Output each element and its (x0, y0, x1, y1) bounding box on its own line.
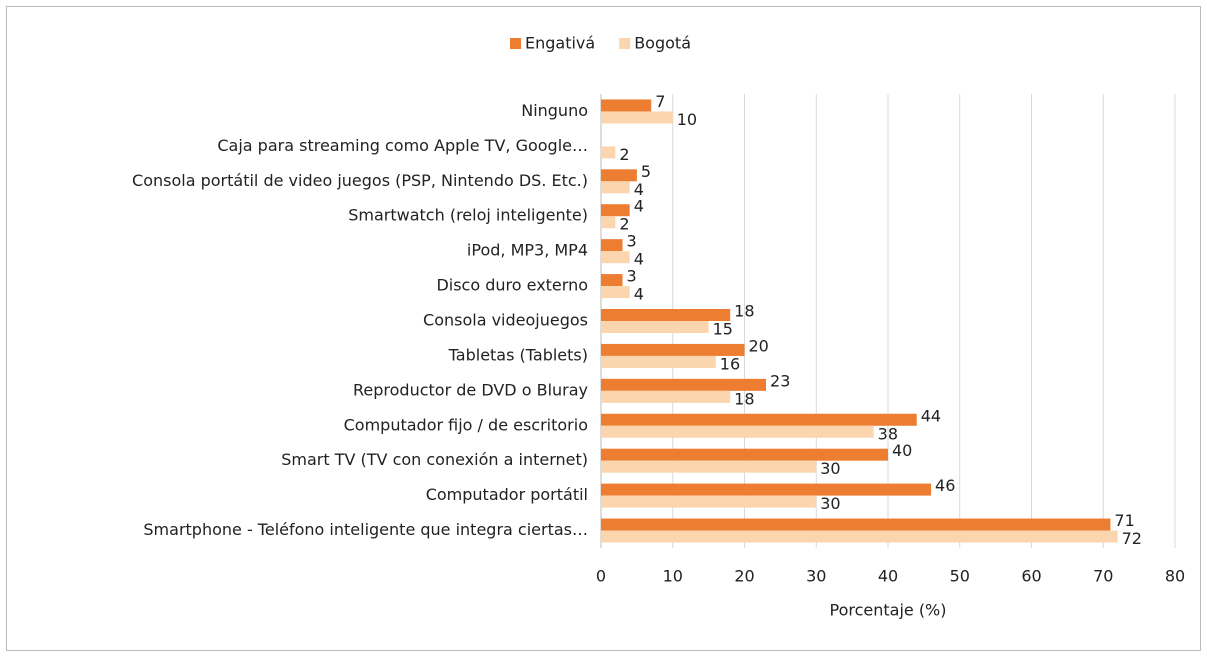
y-tick-label: Smartwatch (reloj inteligente) (348, 206, 588, 225)
bar (601, 169, 637, 182)
bar (601, 99, 652, 112)
data-label: 4 (634, 250, 644, 269)
bar (601, 390, 731, 403)
x-tick-label: 70 (1093, 567, 1113, 586)
legend-swatch (619, 38, 631, 49)
data-label: 4 (634, 197, 644, 216)
x-axis-title: Porcentaje (%) (829, 601, 946, 620)
y-tick-label: Consola videojuegos (423, 311, 588, 330)
bar (601, 181, 630, 194)
bar (601, 321, 709, 333)
data-label: 4 (634, 180, 644, 199)
data-label: 44 (921, 406, 941, 425)
legend-swatch (510, 38, 521, 49)
y-tick-label: iPod, MP3, MP4 (467, 241, 588, 260)
bar (601, 239, 623, 252)
bar (601, 518, 1111, 531)
data-label: 16 (720, 354, 740, 373)
bar (601, 216, 616, 229)
data-label: 15 (713, 320, 733, 339)
y-tick-label: Smart TV (TV con conexión a internet) (281, 450, 588, 469)
data-label: 10 (677, 110, 697, 129)
bar (601, 251, 630, 264)
data-label: 2 (619, 145, 629, 164)
bar (601, 146, 616, 159)
data-label: 30 (820, 459, 840, 478)
y-tick-label: Smartphone - Teléfono inteligente que in… (143, 520, 588, 539)
data-label: 5 (641, 162, 651, 181)
bar (601, 111, 673, 124)
data-label: 18 (734, 302, 754, 321)
bar (601, 495, 817, 508)
bar (601, 413, 917, 426)
data-label: 4 (634, 285, 644, 304)
x-tick-label: 60 (1021, 567, 1041, 586)
bar (601, 530, 1118, 543)
data-label: 3 (627, 267, 637, 286)
data-label: 23 (770, 371, 790, 390)
data-label: 40 (892, 441, 912, 460)
data-label: 18 (734, 389, 754, 408)
data-label: 30 (820, 494, 840, 513)
y-tick-label: Tabletas (Tablets) (448, 345, 588, 364)
data-label: 38 (878, 424, 898, 443)
y-tick-label: Caja para streaming como Apple TV, Googl… (217, 136, 588, 155)
y-tick-label: Disco duro externo (436, 276, 588, 295)
bar (601, 204, 630, 217)
y-tick-label: Computador fijo / de escritorio (344, 415, 588, 434)
bar (601, 355, 716, 368)
legend-label: Engativá (525, 34, 595, 53)
data-label: 20 (749, 336, 769, 355)
y-tick-label: Computador portátil (426, 485, 588, 504)
y-tick-label: Reproductor de DVD o Bluray (353, 380, 588, 399)
x-tick-label: 30 (806, 567, 826, 586)
bar (601, 274, 623, 287)
bar (601, 286, 630, 299)
x-tick-label: 20 (734, 567, 754, 586)
x-tick-label: 10 (663, 567, 683, 586)
data-label: 3 (627, 232, 637, 251)
y-tick-label: Ninguno (521, 101, 588, 120)
bar (601, 483, 932, 496)
bar (601, 448, 888, 461)
x-tick-label: 0 (596, 567, 606, 586)
data-label: 2 (619, 215, 629, 234)
x-tick-label: 50 (950, 567, 970, 586)
bar (601, 460, 817, 473)
legend-label: Bogotá (634, 34, 691, 53)
x-tick-label: 80 (1165, 567, 1185, 586)
x-tick-label: 40 (878, 567, 898, 586)
data-label: 71 (1114, 511, 1134, 530)
data-label: 72 (1122, 529, 1142, 548)
bar (601, 425, 874, 438)
data-label: 46 (935, 476, 955, 495)
data-label: 7 (655, 92, 665, 111)
bar (601, 309, 731, 321)
bar (601, 343, 745, 356)
y-tick-label: Consola portátil de video juegos (PSP, N… (132, 171, 588, 190)
bar (601, 378, 767, 391)
